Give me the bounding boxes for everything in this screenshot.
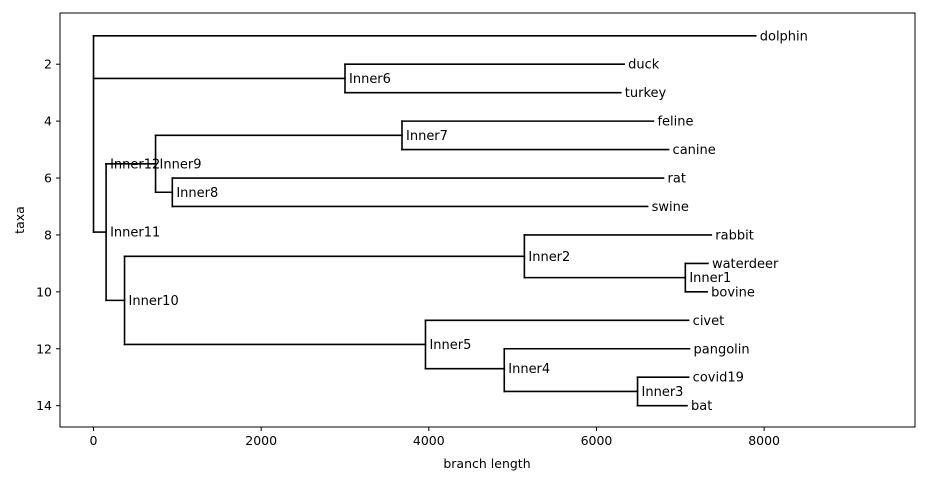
node-label-inner6: Inner6 [349,72,391,87]
node-label-inner10: Inner10 [129,294,179,309]
node-label-inner12: Inner12 [110,157,160,172]
node-label-inner5: Inner5 [429,338,471,353]
x-tick-label: 2000 [245,433,277,448]
x-tick-label: 4000 [413,433,445,448]
node-label-feline: feline [657,115,693,130]
node-label-canine: canine [673,143,716,158]
y-axis-label: taxa [12,206,27,234]
node-label-pangolin: pangolin [694,342,750,357]
y-tick-label: 6 [44,171,52,186]
node-label-covid19: covid19 [693,371,744,386]
x-axis-ticks: 0 2000 4000 6000 8000 [90,427,780,448]
node-label-inner9: Inner9 [160,157,202,172]
y-tick-label: 4 [44,114,52,129]
node-label-turkey: turkey [625,86,667,101]
node-label-bovine: bovine [711,285,755,300]
y-tick-label: 2 [44,57,52,72]
node-label-inner7: Inner7 [406,129,448,144]
node-label-inner1: Inner1 [689,271,731,286]
node-label-dolphin: dolphin [760,29,808,44]
y-tick-label: 14 [36,398,52,413]
node-label-bat: bat [691,399,712,414]
y-tick-label: 12 [36,341,52,356]
x-tick-label: 6000 [581,433,613,448]
y-axis-ticks: 2 4 6 8 10 12 14 [36,57,60,413]
y-tick-label: 8 [44,227,52,242]
node-label-inner2: Inner2 [528,250,570,265]
node-label-waterdeer: waterdeer [712,257,779,272]
node-label-inner11: Inner11 [110,226,160,241]
y-tick-label: 10 [36,284,52,299]
node-label-rat: rat [668,172,686,187]
node-label-inner8: Inner8 [176,186,218,201]
x-tick-label: 0 [90,433,98,448]
x-axis-label: branch length [443,456,530,471]
plot-frame [59,12,916,428]
node-label-inner3: Inner3 [642,385,684,400]
node-label-swine: swine [652,200,689,215]
node-label-duck: duck [628,58,660,73]
tree-branches [92,34,757,407]
node-label-civet: civet [693,314,725,329]
x-tick-label: 8000 [748,433,780,448]
node-label-rabbit: rabbit [715,228,754,243]
node-label-inner4: Inner4 [508,362,550,377]
